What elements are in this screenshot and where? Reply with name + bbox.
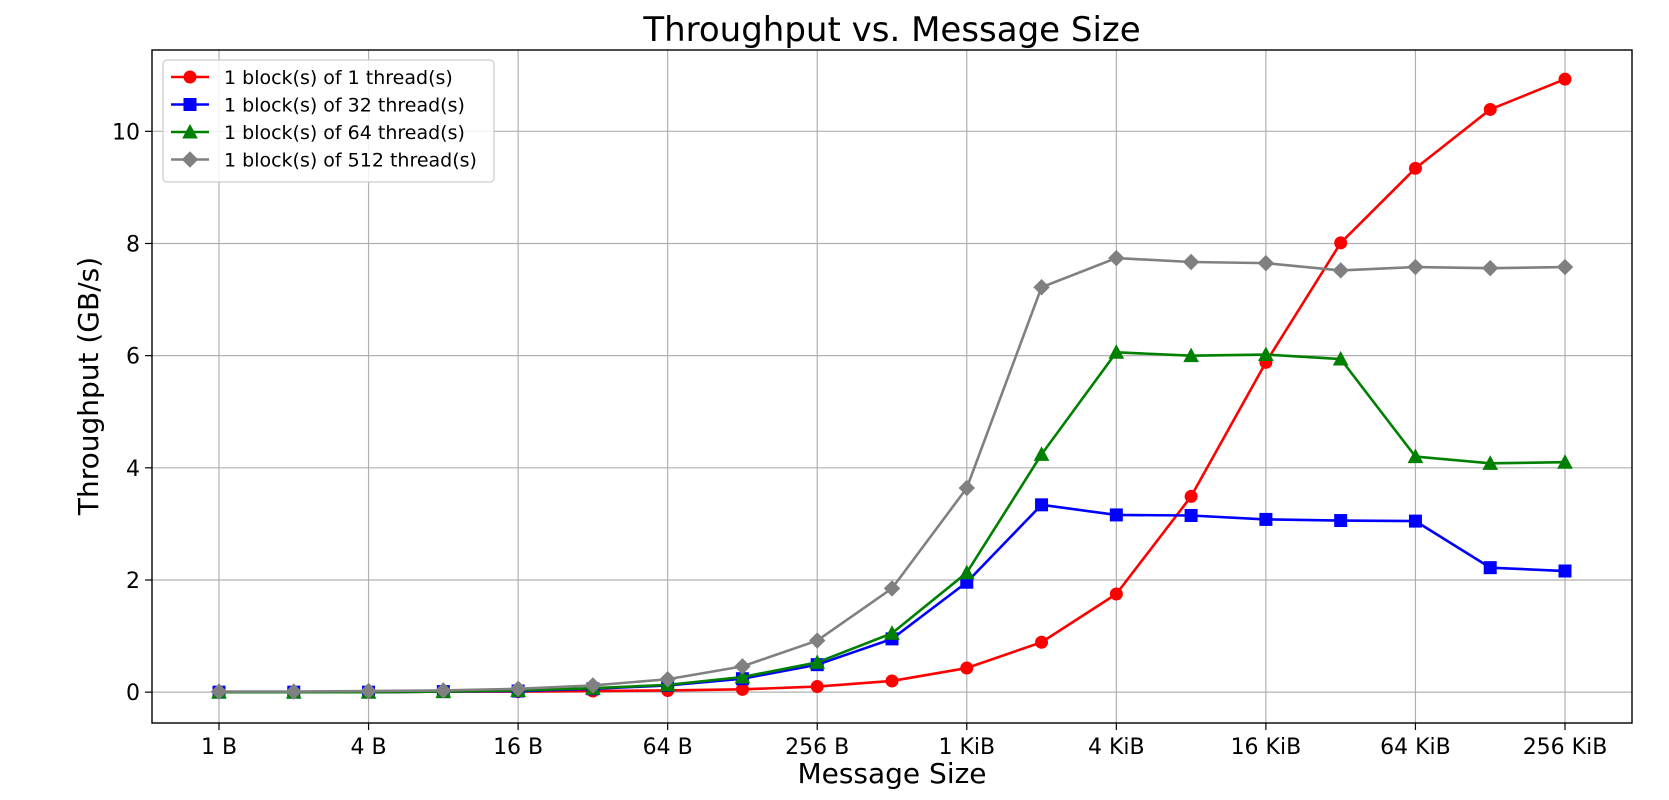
data-point (1408, 514, 1422, 528)
data-point (1482, 455, 1499, 470)
x-tick-label: 256 KiB (1523, 735, 1608, 760)
x-tick-label: 4 KiB (1088, 735, 1145, 760)
legend-entry: 1 block(s) of 1 thread(s) (171, 67, 453, 89)
data-point (885, 674, 899, 688)
x-tick-label: 16 KiB (1231, 735, 1302, 760)
data-point (435, 682, 452, 699)
data-point (1334, 236, 1348, 250)
series-2 (212, 498, 1572, 699)
series-line (219, 503, 1566, 694)
data-point (659, 671, 676, 688)
data-point (210, 683, 228, 700)
plot-frame (151, 49, 1633, 724)
y-tick-label: 4 (126, 457, 140, 482)
data-point (958, 479, 975, 497)
data-point (1035, 635, 1049, 649)
data-point (1109, 587, 1123, 601)
data-point (958, 564, 975, 580)
data-point (734, 658, 751, 675)
data-point (1334, 514, 1348, 528)
legend-entry: 1 block(s) of 512 thread(s) (171, 150, 477, 172)
series-layer (210, 72, 1574, 700)
data-point (1558, 564, 1572, 578)
y-axis-label: Throughput (GB/s) (72, 257, 105, 516)
chart-title: Throughput vs. Message Size (642, 10, 1140, 50)
data-point (883, 580, 901, 597)
x-axis-label: Message Size (797, 757, 986, 790)
series-4 (210, 249, 1574, 700)
legend-label: 1 block(s) of 64 thread(s) (224, 122, 465, 144)
data-point (810, 680, 824, 694)
data-point (734, 668, 751, 684)
data-point (1558, 72, 1572, 86)
data-point (1035, 498, 1049, 512)
data-point (1257, 254, 1275, 272)
data-point (960, 661, 974, 675)
x-tick-label: 4 B (351, 735, 387, 760)
data-point (1408, 161, 1422, 175)
data-point (1483, 561, 1497, 575)
x-tick-label: 1 KiB (938, 735, 995, 760)
legend-marker (182, 123, 198, 139)
data-point (1259, 512, 1273, 526)
data-point (1108, 249, 1125, 267)
y-tick-label: 8 (126, 232, 140, 257)
data-point (1482, 259, 1499, 277)
data-point (1109, 508, 1123, 522)
data-point (809, 654, 826, 669)
data-point (1332, 350, 1349, 366)
data-point (884, 625, 900, 640)
data-point (1033, 279, 1050, 296)
legend-marker (181, 151, 199, 168)
data-point (1407, 258, 1424, 276)
y-tick-label: 10 (112, 120, 140, 145)
data-point (1332, 262, 1349, 279)
data-point (509, 680, 527, 697)
data-point (1407, 448, 1424, 464)
data-point (1556, 258, 1574, 276)
y-tick-label: 2 (126, 569, 140, 594)
data-point (1184, 489, 1198, 503)
legend: 1 block(s) of 1 thread(s) 1 block(s) of 3… (162, 59, 495, 183)
data-point (1033, 446, 1050, 461)
data-point (1184, 508, 1198, 522)
y-axis-ticks: 0 2 4 6 8 10 (112, 120, 152, 706)
y-tick-label: 0 (126, 681, 140, 706)
legend-marker (183, 70, 197, 84)
data-point (1483, 102, 1497, 116)
legend-entry: 1 block(s) of 32 thread(s) (171, 95, 465, 117)
legend-label: 1 block(s) of 1 thread(s) (224, 67, 453, 89)
x-tick-label: 64 B (643, 735, 693, 760)
data-point (584, 677, 602, 694)
x-tick-label: 1 B (201, 735, 237, 760)
data-point (1183, 347, 1199, 363)
data-point (285, 683, 302, 700)
data-point (1108, 344, 1125, 359)
y-tick-label: 6 (126, 345, 140, 370)
data-point (809, 632, 826, 649)
legend-label: 1 block(s) of 512 thread(s) (224, 150, 477, 172)
data-point (1557, 454, 1573, 469)
x-tick-label: 64 KiB (1380, 735, 1451, 760)
legend-box (162, 59, 495, 183)
x-tick-label: 256 B (785, 735, 849, 760)
legend-entry: 1 block(s) of 64 thread(s) (171, 122, 465, 144)
data-point (1182, 253, 1200, 271)
legend-marker (183, 98, 197, 111)
data-point (1258, 346, 1274, 362)
data-point (360, 682, 377, 700)
x-tick-label: 16 B (493, 735, 543, 760)
x-axis-ticks: 1 B 4 B 16 B 64 B 256 B 1 KiB 4 KiB 16 KiB 64 Ki… (201, 723, 1607, 760)
legend-label: 1 block(s) of 32 thread(s) (224, 95, 465, 117)
